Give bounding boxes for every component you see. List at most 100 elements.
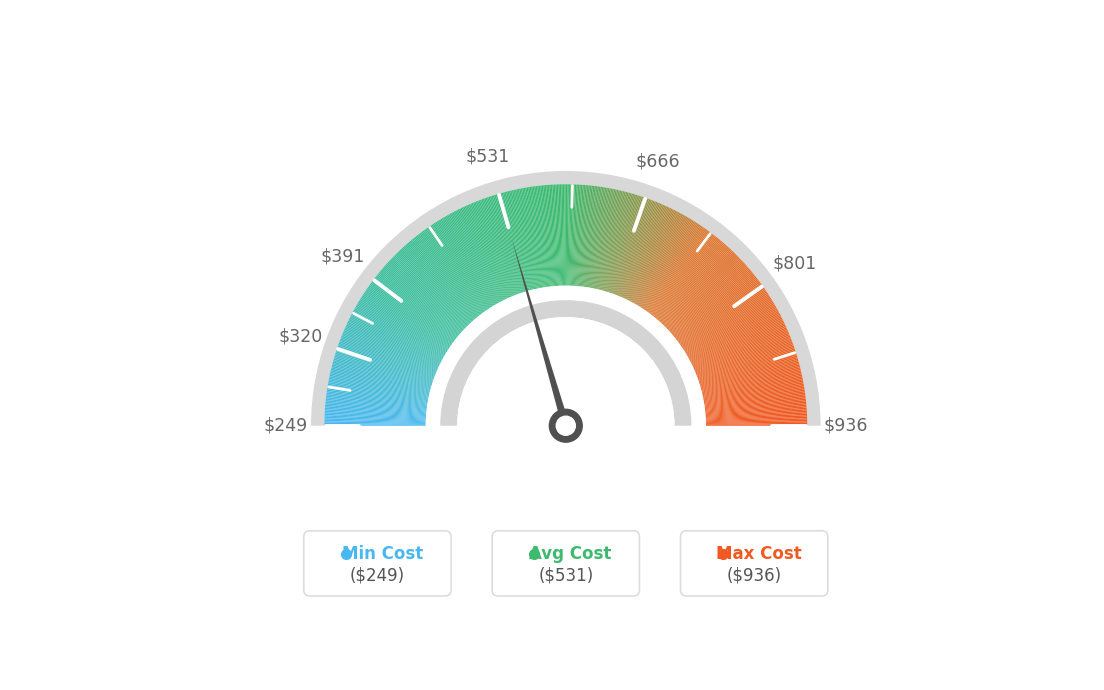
Wedge shape bbox=[655, 239, 720, 318]
Wedge shape bbox=[325, 424, 426, 426]
Text: $320: $320 bbox=[278, 327, 322, 346]
Wedge shape bbox=[492, 195, 524, 293]
Wedge shape bbox=[694, 331, 788, 372]
Wedge shape bbox=[326, 394, 427, 408]
Wedge shape bbox=[336, 350, 433, 382]
Wedge shape bbox=[650, 233, 712, 315]
Wedge shape bbox=[701, 364, 799, 391]
Wedge shape bbox=[628, 209, 675, 301]
Wedge shape bbox=[477, 201, 516, 295]
Wedge shape bbox=[681, 288, 765, 346]
Wedge shape bbox=[563, 184, 565, 286]
Wedge shape bbox=[352, 310, 443, 359]
Wedge shape bbox=[433, 224, 489, 309]
Wedge shape bbox=[602, 193, 629, 290]
Wedge shape bbox=[412, 239, 477, 318]
Wedge shape bbox=[459, 208, 505, 300]
Wedge shape bbox=[335, 354, 432, 385]
Wedge shape bbox=[474, 201, 513, 296]
Wedge shape bbox=[327, 388, 427, 405]
Wedge shape bbox=[649, 232, 711, 314]
Wedge shape bbox=[355, 306, 444, 357]
Wedge shape bbox=[358, 302, 446, 355]
Wedge shape bbox=[704, 389, 805, 406]
Wedge shape bbox=[629, 210, 677, 302]
Wedge shape bbox=[436, 221, 491, 308]
Wedge shape bbox=[332, 362, 431, 389]
Wedge shape bbox=[704, 385, 804, 403]
Wedge shape bbox=[578, 185, 588, 286]
Wedge shape bbox=[434, 223, 490, 308]
Wedge shape bbox=[424, 230, 485, 313]
Wedge shape bbox=[333, 358, 432, 388]
Wedge shape bbox=[699, 351, 796, 383]
Wedge shape bbox=[683, 294, 768, 350]
Wedge shape bbox=[455, 210, 502, 302]
Wedge shape bbox=[702, 375, 803, 397]
Wedge shape bbox=[473, 202, 512, 297]
Text: $801: $801 bbox=[772, 255, 816, 273]
Wedge shape bbox=[384, 265, 461, 333]
Text: $531: $531 bbox=[466, 148, 510, 166]
Wedge shape bbox=[659, 246, 728, 322]
Wedge shape bbox=[570, 184, 575, 286]
Wedge shape bbox=[645, 226, 703, 310]
Wedge shape bbox=[605, 194, 635, 291]
Wedge shape bbox=[684, 297, 772, 352]
Wedge shape bbox=[634, 215, 684, 304]
Wedge shape bbox=[607, 195, 639, 293]
Wedge shape bbox=[396, 253, 468, 326]
Wedge shape bbox=[686, 300, 773, 354]
Wedge shape bbox=[675, 274, 755, 339]
Wedge shape bbox=[705, 421, 807, 424]
Wedge shape bbox=[671, 267, 749, 335]
Wedge shape bbox=[326, 395, 427, 409]
Wedge shape bbox=[664, 252, 734, 326]
Wedge shape bbox=[672, 270, 751, 336]
Wedge shape bbox=[628, 210, 676, 301]
Wedge shape bbox=[394, 255, 467, 327]
Wedge shape bbox=[654, 237, 718, 317]
Wedge shape bbox=[682, 291, 767, 348]
Wedge shape bbox=[371, 282, 454, 343]
Wedge shape bbox=[367, 288, 450, 347]
Wedge shape bbox=[704, 391, 805, 406]
Wedge shape bbox=[326, 402, 426, 413]
Wedge shape bbox=[336, 353, 433, 384]
Wedge shape bbox=[699, 348, 795, 382]
Wedge shape bbox=[702, 367, 800, 393]
Wedge shape bbox=[378, 273, 457, 338]
Wedge shape bbox=[361, 296, 447, 351]
Wedge shape bbox=[694, 330, 788, 371]
Wedge shape bbox=[643, 224, 699, 309]
Wedge shape bbox=[680, 286, 764, 346]
Wedge shape bbox=[330, 372, 429, 395]
Wedge shape bbox=[681, 290, 766, 348]
Wedge shape bbox=[697, 339, 792, 377]
Wedge shape bbox=[705, 420, 807, 423]
Wedge shape bbox=[636, 217, 688, 305]
Wedge shape bbox=[630, 211, 678, 302]
Wedge shape bbox=[705, 418, 807, 422]
Wedge shape bbox=[692, 322, 784, 366]
Wedge shape bbox=[645, 227, 704, 311]
Wedge shape bbox=[640, 221, 696, 308]
Wedge shape bbox=[595, 189, 617, 289]
Wedge shape bbox=[328, 385, 427, 403]
Wedge shape bbox=[372, 280, 454, 342]
Wedge shape bbox=[698, 347, 795, 381]
Wedge shape bbox=[603, 193, 630, 290]
Wedge shape bbox=[325, 420, 426, 423]
Wedge shape bbox=[329, 379, 428, 400]
Wedge shape bbox=[397, 252, 468, 326]
Wedge shape bbox=[580, 186, 592, 286]
Wedge shape bbox=[655, 239, 721, 318]
Wedge shape bbox=[666, 257, 740, 328]
Wedge shape bbox=[574, 185, 583, 286]
Wedge shape bbox=[586, 187, 602, 287]
Wedge shape bbox=[616, 201, 655, 295]
Wedge shape bbox=[390, 259, 465, 330]
Wedge shape bbox=[375, 275, 456, 339]
Wedge shape bbox=[555, 184, 561, 286]
Wedge shape bbox=[358, 303, 445, 355]
